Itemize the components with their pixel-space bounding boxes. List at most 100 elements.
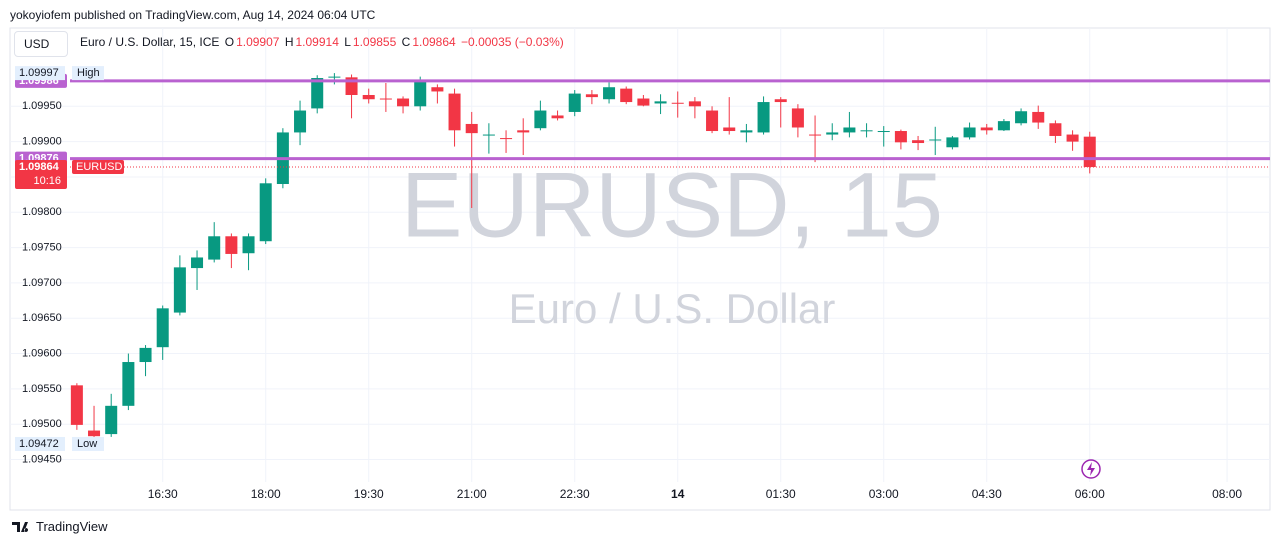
candle-body [671, 102, 684, 104]
x-tick-label: 21:00 [457, 487, 487, 501]
candle-body [397, 98, 410, 107]
extreme-badge [15, 436, 65, 451]
last-price-label: 1.09864 [19, 161, 60, 173]
symbol-tag-label: EURUSD [76, 161, 123, 173]
watermark-subtitle: Euro / U.S. Dollar [509, 285, 836, 332]
candle-body [1032, 111, 1045, 123]
candle-body [929, 139, 942, 141]
candle-body [826, 132, 839, 135]
candle-body [379, 98, 392, 100]
candle-body [105, 405, 118, 435]
candle-body [568, 93, 581, 112]
candle-body [997, 121, 1010, 131]
extreme-value: 1.09472 [19, 438, 59, 450]
extreme-badge [15, 66, 65, 81]
y-tick-label: 1.09950 [22, 100, 62, 112]
footer: TradingView [12, 519, 108, 534]
x-tick-label: 16:30 [148, 487, 178, 501]
extreme-text: Low [77, 438, 97, 450]
candle-body [362, 94, 375, 100]
x-tick-label: 04:30 [972, 487, 1002, 501]
countdown: 10:16 [33, 175, 61, 187]
candle-body [757, 102, 770, 133]
alert-icon[interactable] [1081, 459, 1101, 479]
currency-button[interactable]: USD [14, 31, 68, 57]
change: −0.00035 (−0.03%) [461, 35, 564, 49]
x-tick-label: 06:00 [1075, 487, 1105, 501]
candle-body [311, 78, 324, 109]
candle-body [1083, 136, 1096, 168]
extreme-value: 1.09997 [19, 67, 59, 79]
candle-body [500, 138, 513, 140]
candle-body [242, 236, 255, 254]
candle-body [980, 127, 993, 131]
candle-body [517, 130, 530, 133]
candle-body [912, 140, 925, 144]
candle-body [431, 87, 444, 92]
candle-body [414, 80, 427, 107]
x-tick-label: 08:00 [1212, 487, 1242, 501]
symbol-header: Euro / U.S. Dollar, 15, ICE O 1.09907 H 1.… [80, 35, 566, 49]
extreme-text: High [77, 67, 100, 79]
y-tick-label: 1.09550 [22, 383, 62, 395]
x-tick-label: 22:30 [560, 487, 590, 501]
y-tick-label: 1.09800 [22, 206, 62, 218]
y-tick-label: 1.09450 [22, 453, 62, 465]
candle-body [843, 127, 856, 133]
chart-frame [9, 27, 1271, 511]
candle-body [774, 99, 787, 103]
x-tick-label: 03:00 [869, 487, 899, 501]
candle-body [294, 110, 307, 133]
candle-body [482, 134, 495, 136]
watermark-title: EURUSD, 15 [401, 154, 943, 256]
candle-body [740, 130, 753, 133]
candle-body [208, 236, 221, 260]
y-tick-label: 1.09900 [22, 136, 62, 148]
candle-body [156, 308, 169, 348]
candle-body [259, 183, 272, 242]
x-tick-label: 01:30 [766, 487, 796, 501]
candle-body [88, 430, 101, 437]
candle-body [1049, 123, 1062, 136]
candle-body [448, 93, 461, 131]
candle-body [654, 101, 667, 104]
candle-body [225, 236, 238, 254]
ohlc-prefix: H [284, 35, 294, 49]
y-tick-label: 1.09500 [22, 418, 62, 430]
candle-body [70, 385, 83, 425]
ohlc-prefix: L [344, 35, 351, 49]
candle-body [946, 137, 959, 148]
candle-body [791, 108, 804, 128]
candle-body [723, 127, 736, 132]
logo [12, 521, 29, 532]
candle-body [877, 131, 890, 133]
candle-body [585, 94, 598, 98]
ohlc-prefix: O [224, 35, 235, 49]
candle-body [894, 131, 907, 143]
brand: TradingView [36, 519, 108, 534]
candle-body [706, 110, 719, 132]
ohlc-value: 1.09855 [352, 35, 397, 49]
ohlc-value: 1.09914 [295, 35, 339, 49]
candle-body [1015, 111, 1028, 124]
candle-body [328, 76, 341, 78]
ohlc-value: 1.09907 [236, 35, 280, 49]
candle-body [139, 347, 152, 363]
extreme-tag [72, 66, 104, 81]
candle-body [173, 267, 186, 313]
x-tick-label: 18:00 [251, 487, 281, 501]
last-price-badge [15, 160, 67, 190]
candle-body [620, 88, 633, 103]
ohlc-value: 1.09864 [412, 35, 456, 49]
y-tick-label: 1.09700 [22, 277, 62, 289]
extreme-tag [72, 436, 104, 451]
x-tick-label: 19:30 [354, 487, 384, 501]
candle-body [534, 110, 547, 129]
symbol-tag [72, 160, 124, 175]
candle-body [122, 362, 135, 406]
candle-body [809, 134, 822, 136]
candle-body [637, 98, 650, 106]
candle-body [1066, 134, 1079, 142]
